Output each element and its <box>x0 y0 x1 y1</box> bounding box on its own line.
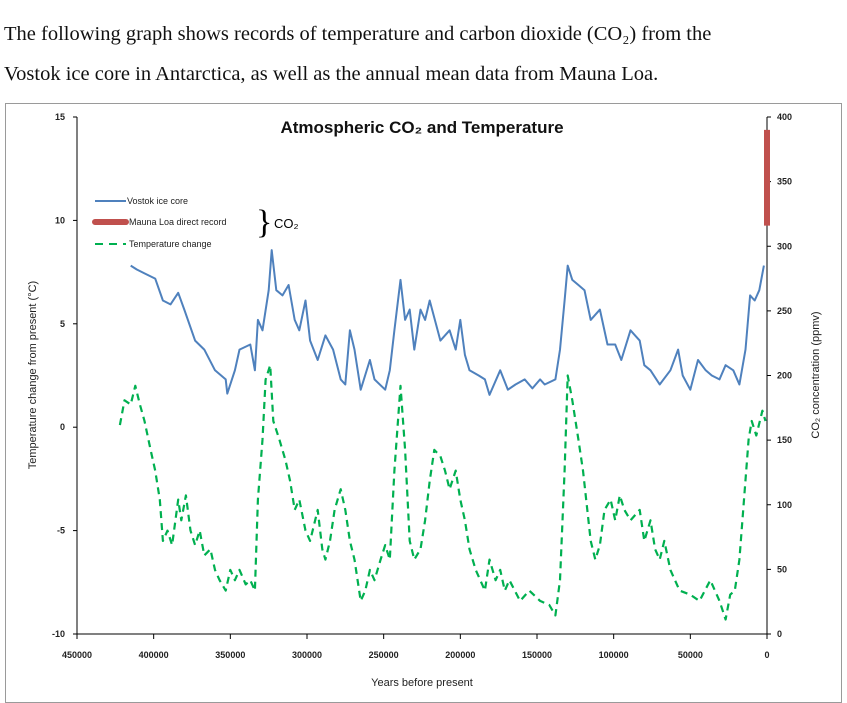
chart-title: Atmospheric CO₂ and Temperature <box>280 118 563 137</box>
left-tick-label: 0 <box>60 422 65 432</box>
legend-label-temperature: Temperature change <box>129 239 212 249</box>
right-tick-label: 200 <box>777 371 792 381</box>
x-tick-label: 100000 <box>599 650 629 660</box>
x-tick-label: 350000 <box>215 650 245 660</box>
left-tick-label: -10 <box>52 629 65 639</box>
x-tick-label: 450000 <box>62 650 92 660</box>
legend-bracket-label: CO₂ <box>274 216 299 231</box>
legend-label-vostok: Vostok ice core <box>127 196 188 206</box>
x-tick-label: 400000 <box>139 650 169 660</box>
right-tick-label: 250 <box>777 306 792 316</box>
series-temperature-change <box>118 364 767 621</box>
intro-paragraph: The following graph shows records of tem… <box>4 14 844 94</box>
right-tick-label: 50 <box>777 564 787 574</box>
right-tick-label: 350 <box>777 177 792 187</box>
x-tick-label: 200000 <box>445 650 475 660</box>
intro-line-2: Vostok ice core in Antarctica, as well a… <box>4 63 659 85</box>
x-tick-label: 250000 <box>369 650 399 660</box>
x-tick-label: 0 <box>764 650 769 660</box>
x-tick-label: 50000 <box>678 650 703 660</box>
left-axis-label: Temperature change from present (°C) <box>27 281 39 469</box>
legend: Vostok ice core Mauna Loa direct record … <box>92 196 299 249</box>
x-tick-label: 150000 <box>522 650 552 660</box>
series-vostok-ice-core <box>130 249 765 396</box>
right-tick-label: 100 <box>777 500 792 510</box>
x-tick-label: 300000 <box>292 650 322 660</box>
right-tick-label: 150 <box>777 435 792 445</box>
legend-bracket: } <box>256 204 272 241</box>
right-tick-label: 400 <box>777 112 792 122</box>
left-tick-label: 10 <box>55 215 65 225</box>
left-tick-label: -5 <box>57 526 65 536</box>
right-tick-label: 0 <box>777 629 782 639</box>
intro-line-1: The following graph shows records of tem… <box>4 23 712 45</box>
x-axis-label: Years before present <box>371 677 473 689</box>
legend-label-mauna-loa: Mauna Loa direct record <box>129 217 227 227</box>
right-axis-label: CO₂ concentration (ppmv) <box>810 311 822 438</box>
left-tick-label: 5 <box>60 319 65 329</box>
right-tick-label: 300 <box>777 241 792 251</box>
left-tick-label: 15 <box>55 112 65 122</box>
